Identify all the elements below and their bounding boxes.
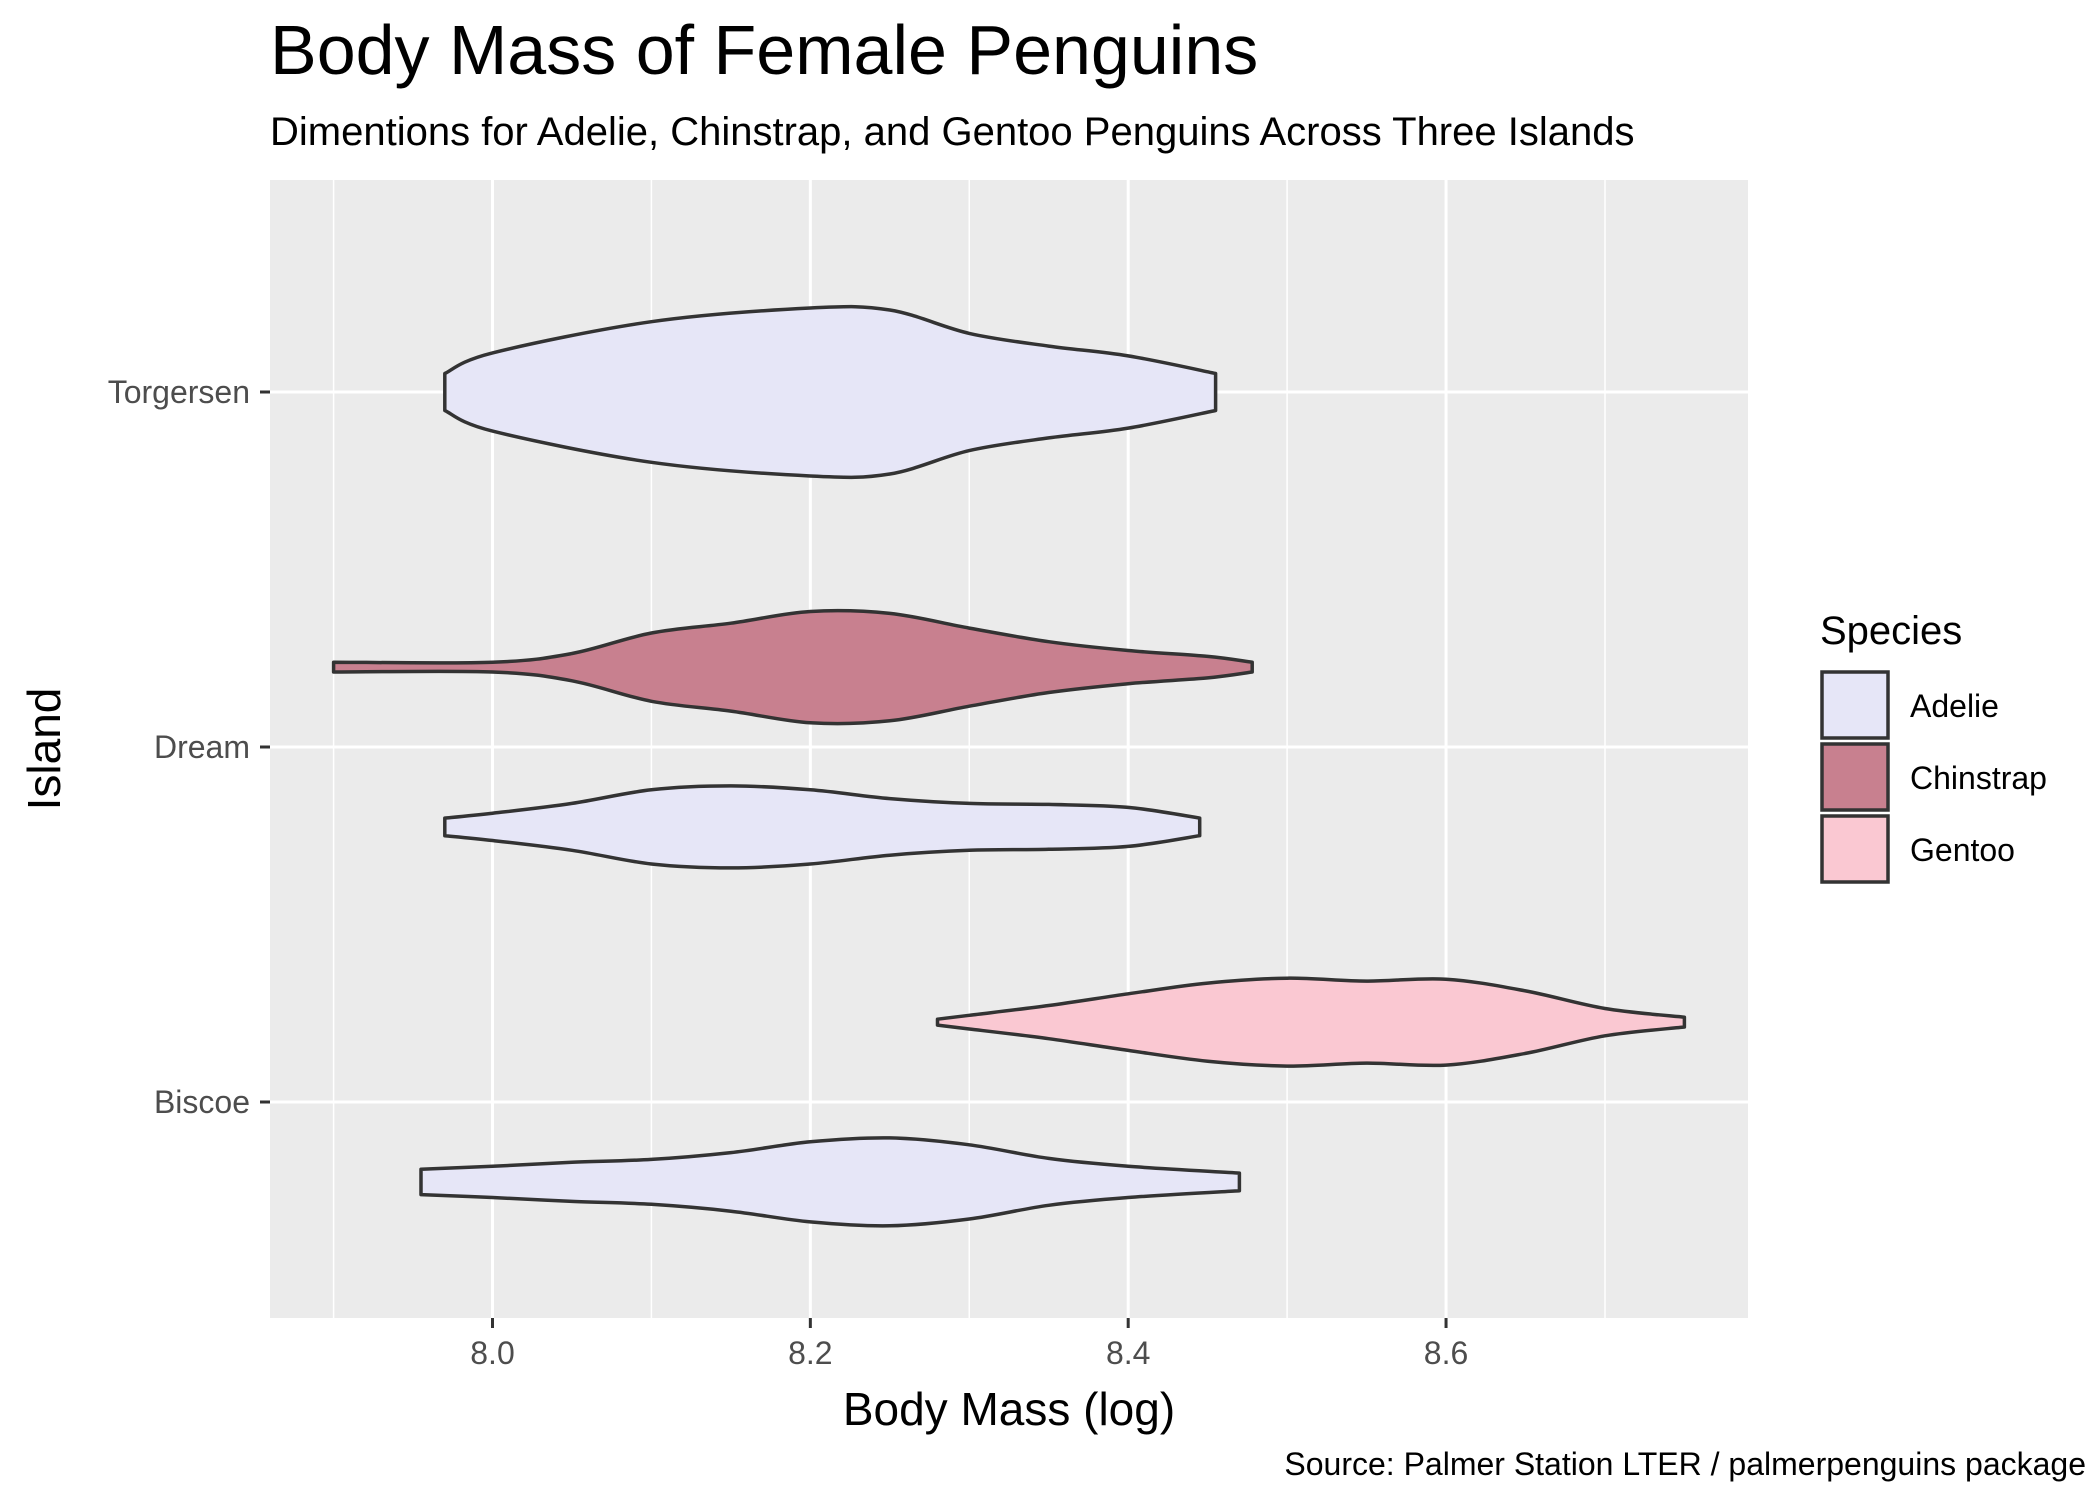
violin-torgersen-adelie xyxy=(443,304,1218,480)
y-tick-label: Biscoe xyxy=(154,1084,250,1120)
legend: Species Adelie Chinstrap Gentoo xyxy=(1820,609,2047,884)
x-tick-label: 8.6 xyxy=(1424,1335,1468,1371)
x-axis: 8.0 8.2 8.4 8.6 xyxy=(470,1318,1468,1371)
chart-caption: Source: Palmer Station LTER / palmerpeng… xyxy=(1284,1446,2086,1482)
legend-label-gentoo: Gentoo xyxy=(1910,832,2015,868)
y-axis-title: Island xyxy=(18,688,70,811)
legend-key-gentoo xyxy=(1820,814,1890,884)
legend-key-adelie xyxy=(1820,670,1890,740)
x-tick-label: 8.0 xyxy=(470,1335,514,1371)
violin-dream-adelie xyxy=(443,784,1202,870)
x-tick-label: 8.4 xyxy=(1106,1335,1150,1371)
chart-title: Body Mass of Female Penguins xyxy=(270,11,1259,89)
legend-label-chinstrap: Chinstrap xyxy=(1910,760,2047,796)
y-tick-label: Dream xyxy=(154,729,250,765)
legend-key-chinstrap xyxy=(1820,742,1890,812)
x-axis-title: Body Mass (log) xyxy=(843,1383,1175,1435)
legend-label-adelie: Adelie xyxy=(1910,688,1999,724)
violin-dream-chinstrap xyxy=(331,608,1254,726)
violin-biscoe-gentoo xyxy=(935,976,1687,1068)
violin-biscoe-adelie xyxy=(419,1136,1242,1228)
y-axis: Torgersen Dream Biscoe xyxy=(108,374,270,1120)
violins xyxy=(331,304,1687,1228)
x-tick-label: 8.2 xyxy=(788,1335,832,1371)
chart-subtitle: Dimentions for Adelie, Chinstrap, and Ge… xyxy=(270,110,1635,154)
legend-title: Species xyxy=(1820,609,1962,653)
y-tick-label: Torgersen xyxy=(108,374,250,410)
